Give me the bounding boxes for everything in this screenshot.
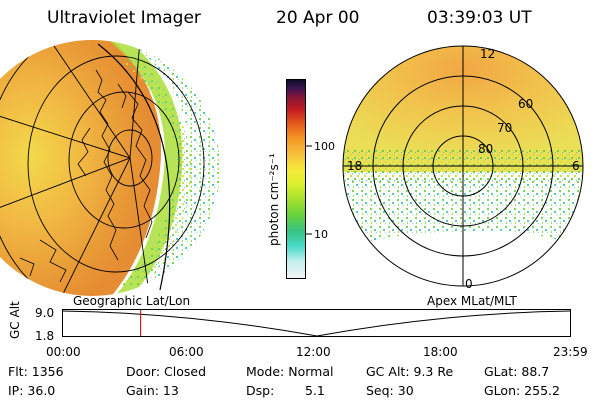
altitude-plot: [62, 309, 571, 337]
glat-readout: GLat: 88.7: [484, 364, 550, 379]
time-tick-2359: 23:59: [553, 345, 588, 359]
gc-alt-readout: GC Alt: 9.3 Re: [366, 364, 454, 379]
mode-readout: Mode: Normal: [246, 364, 334, 379]
time-label: 03:39:03 UT: [427, 8, 532, 28]
mlat-80-label: 80: [478, 142, 493, 156]
colorbar-tick-100: 100: [314, 140, 335, 153]
mlt-dusk-label: 18: [347, 159, 362, 173]
apex-caption: Apex MLat/MLT: [427, 294, 517, 308]
door-readout: Door: Closed: [126, 364, 207, 379]
geographic-caption: Geographic Lat/Lon: [73, 294, 190, 308]
colorbar-tick-10: 10: [314, 228, 328, 241]
instrument-title: Ultraviolet Imager: [47, 8, 201, 28]
mlt-dawn-label: 6: [572, 159, 580, 173]
ip-readout: IP: 36.0: [8, 383, 56, 398]
mlat-60-label: 60: [518, 97, 533, 111]
altitude-tick-high: 9.0: [35, 306, 55, 320]
dsp-label: Dsp:: [246, 383, 275, 398]
altitude-tick-low: 1.8: [35, 329, 55, 343]
colorbar-unit-label: photon cm⁻²s⁻¹: [267, 153, 281, 246]
time-tick-1200: 12:00: [296, 345, 331, 359]
date-label: 20 Apr 00: [276, 8, 360, 28]
glon-readout: GLon: 255.2: [484, 383, 560, 398]
time-tick-0600: 06:00: [169, 345, 204, 359]
mlt-midnight-label: 0: [465, 277, 473, 291]
mlat-70-label: 70: [497, 121, 512, 135]
geographic-image: [0, 40, 220, 296]
dsp-value: 5.1: [305, 383, 325, 398]
mlt-noon-label: 12: [480, 47, 495, 61]
altitude-axis-title: GC Alt: [8, 301, 22, 339]
apex-polar-image: [342, 45, 584, 287]
flight-readout: Flt: 1356: [8, 364, 64, 379]
gain-readout: Gain: 13: [126, 383, 179, 398]
seq-readout: Seq: 30: [366, 383, 414, 398]
colorbar: [286, 79, 306, 279]
time-tick-0000: 00:00: [46, 345, 81, 359]
time-tick-1800: 18:00: [423, 345, 458, 359]
